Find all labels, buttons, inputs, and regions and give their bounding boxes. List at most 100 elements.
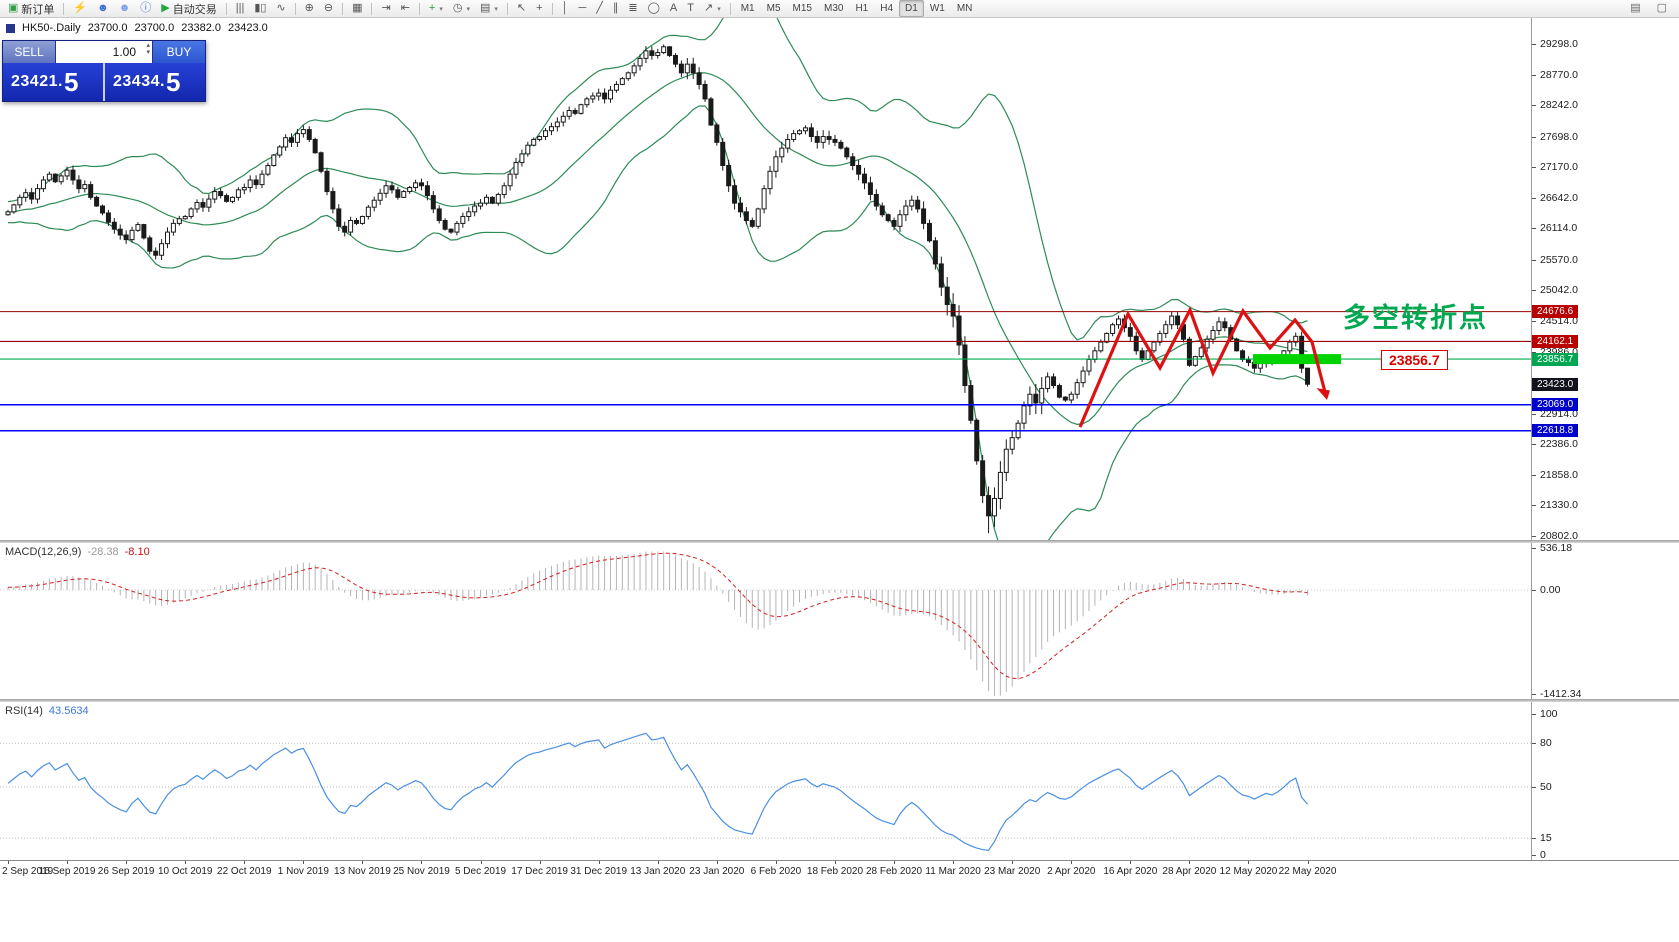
- vertical-line-icon-glyph: │: [561, 2, 569, 14]
- buy-price-big-digit: 5: [165, 66, 181, 97]
- price-axis-tick: [1532, 259, 1536, 261]
- buy-price[interactable]: 23434. 5: [103, 63, 205, 101]
- timeframe-h4[interactable]: H4: [874, 0, 899, 17]
- info-icon[interactable]: ⓘ: [135, 0, 156, 17]
- experts-lightning-icon-glyph: ⚡: [73, 2, 88, 14]
- timeframe-w1[interactable]: W1: [924, 0, 951, 17]
- price-axis-tick: [1532, 197, 1536, 199]
- macd-label: MACD(12,26,9) -28.38 -8.10: [5, 546, 150, 558]
- text-label-icon[interactable]: T: [682, 0, 699, 17]
- buy-button[interactable]: BUY: [153, 41, 205, 63]
- volume-input[interactable]: 1.00 ▴ ▾: [55, 41, 153, 63]
- text-label-icon-glyph: T: [687, 2, 694, 14]
- zoom-in-icon[interactable]: ⊕: [300, 0, 319, 17]
- toolbar-group: M1 M5 M15 M30 H1 H4 D1 W1 MN: [735, 0, 979, 17]
- timeframe-h1-label: H1: [855, 3, 869, 14]
- price-axis-tick: [1532, 105, 1536, 107]
- bar-chart-icon[interactable]: |||: [231, 0, 250, 17]
- templates-icon[interactable]: ▤ ▾: [475, 0, 503, 17]
- time-axis-label: 16 Apr 2020: [1103, 866, 1158, 877]
- timeframe-m1[interactable]: M1: [735, 0, 761, 17]
- arrows-icon-glyph: ↗: [703, 2, 714, 14]
- chart-shift-icon[interactable]: ⇤: [396, 0, 415, 17]
- periods-icon[interactable]: ◷ ▾: [448, 0, 475, 17]
- candlestick-chart-icon[interactable]: ▮▯: [249, 0, 271, 17]
- macd-signal-value: -8.10: [124, 546, 150, 558]
- profile-user-icon-glyph: ☻: [118, 2, 131, 14]
- time-axis-tick: [598, 861, 600, 864]
- restore-window-icon[interactable]: ▢: [1652, 0, 1672, 17]
- auto-scroll-icon[interactable]: ⇥: [376, 0, 395, 17]
- panel-separator[interactable]: [0, 699, 1679, 702]
- toolbar-separator: [342, 2, 344, 15]
- time-axis-tick: [1307, 861, 1309, 864]
- timeframe-h1[interactable]: H1: [849, 0, 874, 17]
- time-axis[interactable]: 2 Sep 2019 16 Sep 2019 26 Sep 2019 10 Oct 2…: [0, 861, 1679, 881]
- toolbar: ▣ 新订单 ⚡ ☻ ☻ ⓘ ▶ 自动交易 ||| ▮▯ ∿ ⊕ ⊖ ▦ ⇥ ⇤ + ▾ ◷ ▾ ▤ ▾ ↖ + │ ─ ╱ ∥ ≣ ◯ A T…: [0, 0, 1679, 18]
- community-user-icon-glyph: ☻: [97, 2, 109, 14]
- new-order-button-glyph: ▣: [8, 2, 19, 14]
- time-axis-label: 26 Sep 2019: [97, 866, 155, 877]
- time-axis-tick: [834, 861, 836, 864]
- arrows-icon[interactable]: ↗ ▾: [699, 0, 726, 17]
- timeframe-m30[interactable]: M30: [818, 0, 849, 17]
- candlestick-chart[interactable]: [0, 18, 1531, 541]
- indicators-icon-caret: ▾: [439, 5, 443, 13]
- turning-point-annotation[interactable]: 多空转折点: [1343, 303, 1488, 333]
- crosshair-icon[interactable]: +: [531, 0, 547, 17]
- community-user-icon[interactable]: ☻: [92, 0, 114, 17]
- fibonacci-icon[interactable]: ≣: [623, 0, 642, 17]
- dock-panel-icon[interactable]: ▤: [1625, 0, 1645, 17]
- new-order-button[interactable]: ▣ 新订单: [3, 0, 59, 17]
- price-axis[interactable]: 29298.0 28770.0 28242.0 27698.0 27170.0 26642…: [1531, 18, 1679, 861]
- channel-icon[interactable]: ∥: [608, 0, 624, 17]
- horizontal-line-icon[interactable]: ─: [573, 0, 591, 17]
- vertical-line-icon[interactable]: │: [557, 0, 574, 17]
- time-axis-tick: [244, 861, 246, 864]
- zoom-out-icon-glyph: ⊖: [323, 2, 334, 14]
- sell-button[interactable]: SELL: [3, 41, 55, 63]
- indicators-icon[interactable]: + ▾: [424, 0, 448, 17]
- line-chart-icon[interactable]: ∿: [271, 0, 290, 17]
- time-axis-label: 22 May 2020: [1278, 866, 1337, 877]
- price-level-callout[interactable]: 23856.7: [1381, 350, 1448, 370]
- cursor-icon[interactable]: ↖: [512, 0, 531, 17]
- volume-spinner-icon[interactable]: ▴ ▾: [146, 42, 150, 56]
- info-icon-glyph: ⓘ: [140, 2, 152, 14]
- sell-price[interactable]: 23421. 5: [3, 63, 103, 101]
- experts-lightning-icon[interactable]: ⚡: [68, 0, 92, 17]
- shapes-icon[interactable]: ◯: [643, 0, 665, 17]
- auto-trading-button[interactable]: ▶ 自动交易: [156, 0, 221, 17]
- zoom-out-icon[interactable]: ⊖: [319, 0, 338, 17]
- price-axis-label: 26642.0: [1540, 191, 1578, 204]
- auto-scroll-icon-glyph: ⇥: [381, 2, 391, 14]
- arrows-icon-caret: ▾: [717, 5, 721, 13]
- timeframe-m5[interactable]: M5: [761, 0, 787, 17]
- periods-icon-glyph: ◷: [452, 2, 463, 14]
- rsi-indicator-panel[interactable]: [0, 702, 1531, 860]
- ohlc-open: 23700.0: [87, 22, 128, 34]
- price-axis-tick: [1532, 444, 1536, 446]
- time-axis-tick: [421, 861, 423, 864]
- toolbar-separator: [294, 2, 296, 15]
- price-axis-label: 27170.0: [1540, 161, 1578, 174]
- text-icon[interactable]: A: [665, 0, 682, 17]
- macd-indicator-panel[interactable]: [0, 543, 1531, 699]
- timeframe-m15[interactable]: M15: [787, 0, 818, 17]
- timeframe-w1-label: W1: [929, 3, 945, 14]
- symbol-name: HK50-.Daily: [22, 22, 81, 34]
- timeframe-d1[interactable]: D1: [899, 0, 924, 17]
- tile-windows-icon[interactable]: ▦: [347, 0, 367, 17]
- panel-separator[interactable]: [0, 540, 1679, 543]
- highlight-rectangle[interactable]: [1253, 354, 1341, 365]
- trend-zigzag-arrow[interactable]: [1078, 306, 1330, 428]
- buy-price-main: 23434.: [113, 73, 165, 90]
- toolbar-separator: [418, 2, 420, 15]
- timeframe-mn[interactable]: MN: [951, 0, 979, 17]
- time-axis-label: 5 Dec 2019: [454, 866, 507, 877]
- trendline-icon[interactable]: ╱: [591, 0, 608, 17]
- timeframe-m5-label: M5: [766, 3, 781, 14]
- profile-user-icon[interactable]: ☻: [114, 0, 136, 17]
- one-click-trading-panel: SELL 1.00 ▴ ▾ BUY 23421. 5 23434. 5: [2, 40, 206, 102]
- price-axis-tick: [1532, 505, 1536, 507]
